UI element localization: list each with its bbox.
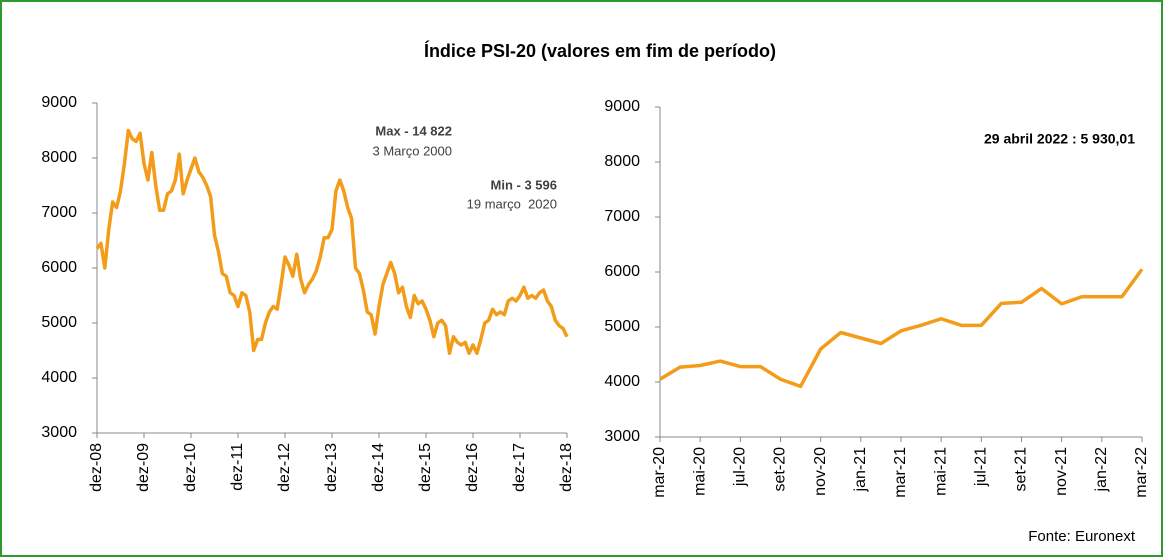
x-tick-label: jul-21 [973,447,990,487]
y-tick-label: 8000 [604,153,640,170]
annotation: 3 Março 2000 [373,143,453,158]
x-tick-label: mai-21 [932,447,949,496]
source: Fonte: Euronext [1028,528,1136,545]
y-tick-label: 7000 [41,204,77,221]
annotation: Max - 14 822 [375,123,452,138]
x-tick-label: dez-16 [464,443,481,492]
y-tick-label: 6000 [604,263,640,280]
x-tick-label: dez-09 [135,443,152,492]
x-tick-label: dez-10 [182,443,199,492]
y-tick-label: 8000 [41,149,77,166]
x-tick-label: set-21 [1013,447,1030,492]
x-tick-label: dez-08 [88,443,105,492]
x-tick-label: dez-18 [558,443,575,492]
x-tick-label: dez-15 [417,443,434,492]
y-tick-label: 9000 [604,98,640,115]
x-tick-label: nov-21 [1053,447,1070,496]
x-tick-label: mai-20 [691,447,708,496]
x-tick-label: jul-20 [732,447,749,487]
y-tick-label: 5000 [604,318,640,335]
x-tick-label: dez-12 [276,443,293,492]
x-tick-label: dez-17 [511,443,528,492]
x-tick-label: mar-22 [1133,447,1150,498]
x-tick-label: set-20 [772,447,789,492]
x-tick-label: mar-21 [892,447,909,498]
x-tick-label: dez-11 [229,443,246,491]
x-tick-label: jan-21 [852,447,869,493]
annotation: Min - 3 596 [491,177,557,192]
y-tick-label: 4000 [41,369,77,386]
title: Índice PSI-20 (valores em fim de período… [424,40,776,61]
y-tick-label: 6000 [41,259,77,276]
x-tick-label: dez-14 [370,443,387,492]
line [659,268,1144,389]
y-tick-label: 3000 [41,424,77,441]
x-tick-label: jan-22 [1093,447,1110,493]
y-tick-label: 9000 [41,94,77,111]
y-tick-label: 5000 [41,314,77,331]
line [95,128,569,355]
x-tick-label: nov-20 [812,447,829,496]
x-tick-label: dez-13 [323,443,340,492]
y-tick-label: 3000 [604,428,640,445]
y-tick-label: 7000 [604,208,640,225]
y-tick-label: 4000 [604,373,640,390]
annotation: 19 março 2020 [467,196,557,211]
x-tick-label: mar-20 [651,447,668,498]
annotation: 29 abril 2022 : 5 930,01 [984,131,1135,147]
